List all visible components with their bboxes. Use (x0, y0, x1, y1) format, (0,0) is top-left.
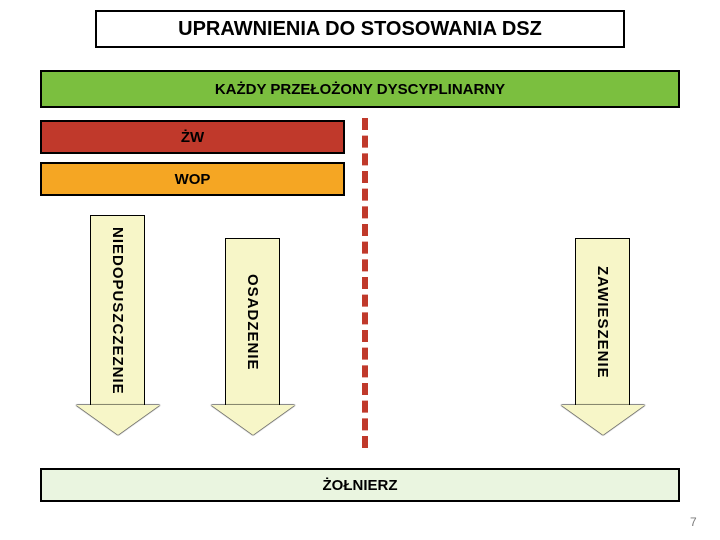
bar-top-text: KAŻDY PRZEŁOŻONY DYSCYPLINARNY (215, 81, 505, 98)
title-box: UPRAWNIENIA DO STOSOWANIA DSZ (95, 10, 625, 48)
bar-bottom-text: ŻOŁNIERZ (323, 477, 398, 494)
arrow-0-head (76, 405, 160, 435)
page-number: 7 (690, 515, 697, 529)
bar-top: KAŻDY PRZEŁOŻONY DYSCYPLINARNY (40, 70, 680, 108)
arrow-2-body: ZAWIESZENIE (575, 238, 630, 405)
arrow-1-head (211, 405, 295, 435)
arrow-2-head (561, 405, 645, 435)
title-text: UPRAWNIENIA DO STOSOWANIA DSZ (178, 18, 542, 41)
arrow-2: ZAWIESZENIE (560, 238, 645, 435)
bar-wop: WOP (40, 162, 345, 196)
bar-bottom: ŻOŁNIERZ (40, 468, 680, 502)
bar-zw-text: ŻW (181, 129, 204, 146)
arrow-0-body: NIEDOPUSZCZEZNIE (90, 215, 145, 405)
arrow-1: OSADZENIE (210, 238, 295, 435)
diagram-stage: UPRAWNIENIA DO STOSOWANIA DSZ KAŻDY PRZE… (0, 0, 720, 540)
vertical-divider (362, 118, 368, 448)
arrow-1-label: OSADZENIE (244, 274, 261, 371)
arrow-1-body: OSADZENIE (225, 238, 280, 405)
arrow-2-label: ZAWIESZENIE (594, 266, 611, 379)
arrow-0-label: NIEDOPUSZCZEZNIE (109, 227, 126, 395)
arrow-0: NIEDOPUSZCZEZNIE (75, 215, 160, 435)
bar-zw: ŻW (40, 120, 345, 154)
bar-wop-text: WOP (175, 171, 211, 188)
